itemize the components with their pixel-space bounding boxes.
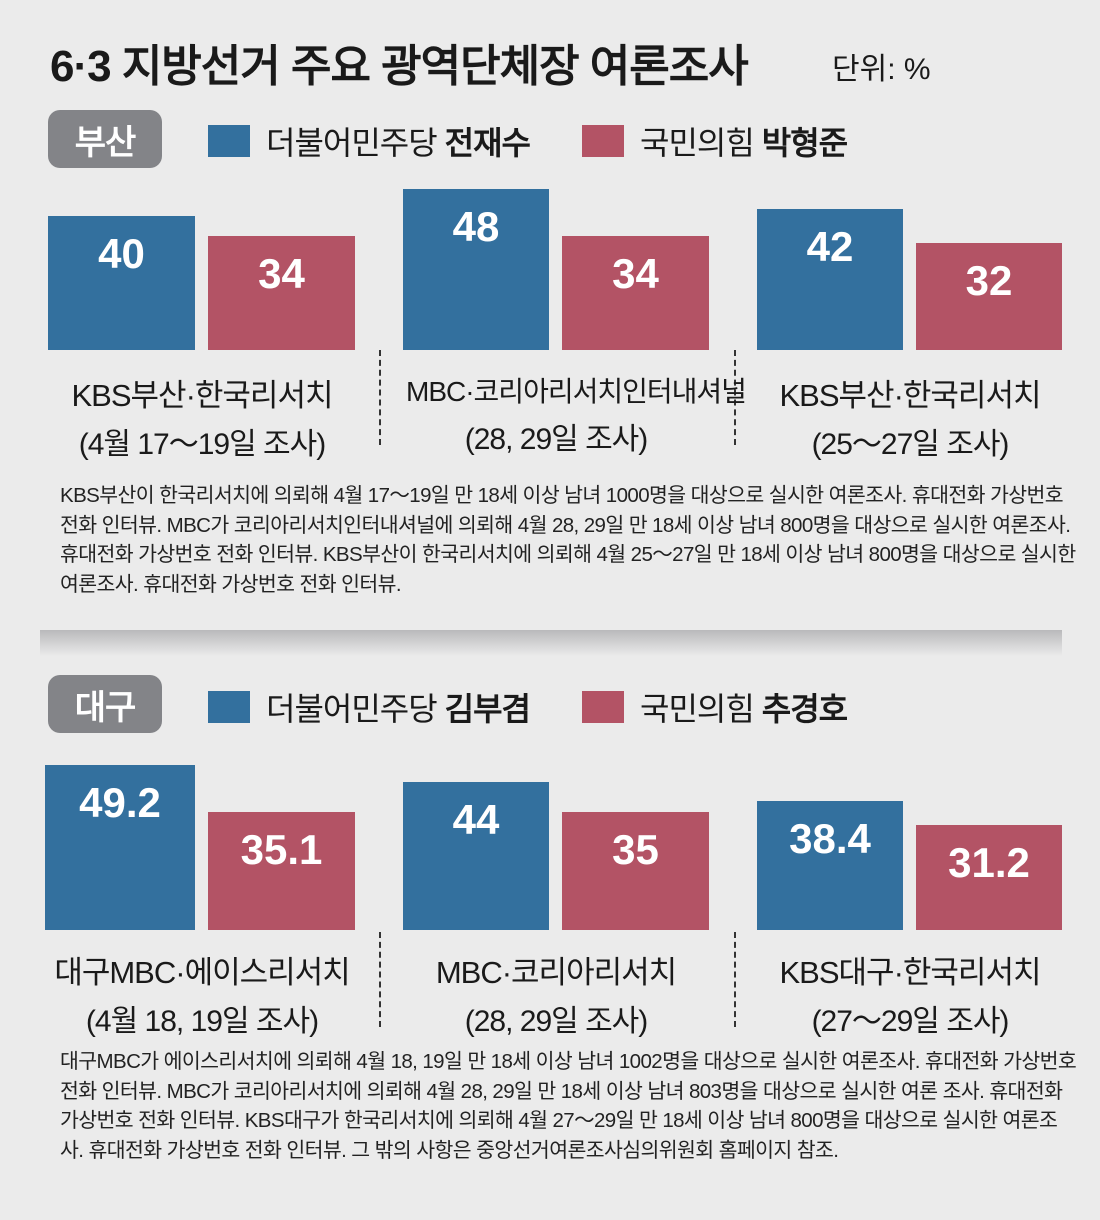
bar-dem: 42: [757, 209, 903, 350]
bar-dem: 38.4: [757, 801, 903, 930]
legend-ppp-busan: 국민의힘 박형준: [582, 118, 848, 164]
bar-ppp: 31.2: [916, 825, 1062, 930]
legend-party-label: 더불어민주당: [266, 125, 438, 161]
divider: [734, 350, 736, 445]
bar-dem: 48: [403, 189, 549, 350]
legend-candidate-label: 박형준: [761, 125, 848, 161]
legend-swatch-blue: [208, 691, 250, 723]
legend-swatch-blue: [208, 125, 250, 157]
legend-dem-busan: 더불어민주당 전재수: [208, 118, 531, 164]
chart-title: 6·3 지방선거 주요 광역단체장 여론조사: [50, 42, 749, 91]
section-separator: [40, 630, 1062, 656]
region-badge-daegu: 대구: [48, 675, 162, 733]
legend-party-label: 국민의힘: [640, 691, 755, 727]
legend-party-label: 국민의힘: [640, 125, 755, 161]
source-label: MBC·코리아리서치인터내셔널 (28, 29일 조사): [406, 376, 747, 456]
bar-ppp: 34: [208, 236, 355, 350]
legend-ppp-daegu: 국민의힘 추경호: [582, 684, 848, 730]
legend-party-label: 더불어민주당: [266, 691, 438, 727]
source-label: 대구MBC·에이스리서치 (4월 18, 19일 조사): [54, 955, 350, 1038]
bar-ppp: 35: [562, 812, 709, 930]
legend-swatch-red: [582, 125, 624, 157]
footnote: KBS부산이 한국리서치에 의뢰해 4월 17～19일 만 18세 이상 남녀 …: [60, 484, 1076, 596]
legend-dem-daegu: 더불어민주당 김부겸: [208, 684, 531, 730]
bar-ppp: 34: [562, 236, 709, 350]
region-badge-busan: 부산: [48, 110, 162, 168]
bar-ppp: 35.1: [208, 812, 355, 930]
source-label: KBS부산·한국리서치 (4월 17～19일 조사): [71, 378, 334, 461]
legend-swatch-red: [582, 691, 624, 723]
divider: [379, 932, 381, 1027]
source-label: MBC·코리아리서치 (28, 29일 조사): [435, 955, 677, 1038]
bar-ppp: 32: [916, 243, 1062, 350]
divider: [734, 932, 736, 1027]
legend-candidate-label: 추경호: [761, 691, 848, 727]
footnote: 대구MBC가 에이스리서치에 의뢰해 4월 18, 19일 만 18세 이상 남…: [60, 1050, 1077, 1162]
legend-candidate-label: 김부겸: [444, 691, 531, 727]
source-label: KBS대구·한국리서치 (27～29일 조사): [779, 955, 1042, 1038]
source-label: KBS부산·한국리서치 (25～27일 조사): [779, 378, 1042, 461]
divider: [379, 350, 381, 445]
legend-candidate-label: 전재수: [444, 125, 531, 161]
bar-dem: 40: [48, 216, 195, 350]
bar-dem: 44: [403, 782, 549, 930]
unit-label: 단위: %: [832, 53, 931, 86]
bar-dem: 49.2: [45, 765, 195, 930]
